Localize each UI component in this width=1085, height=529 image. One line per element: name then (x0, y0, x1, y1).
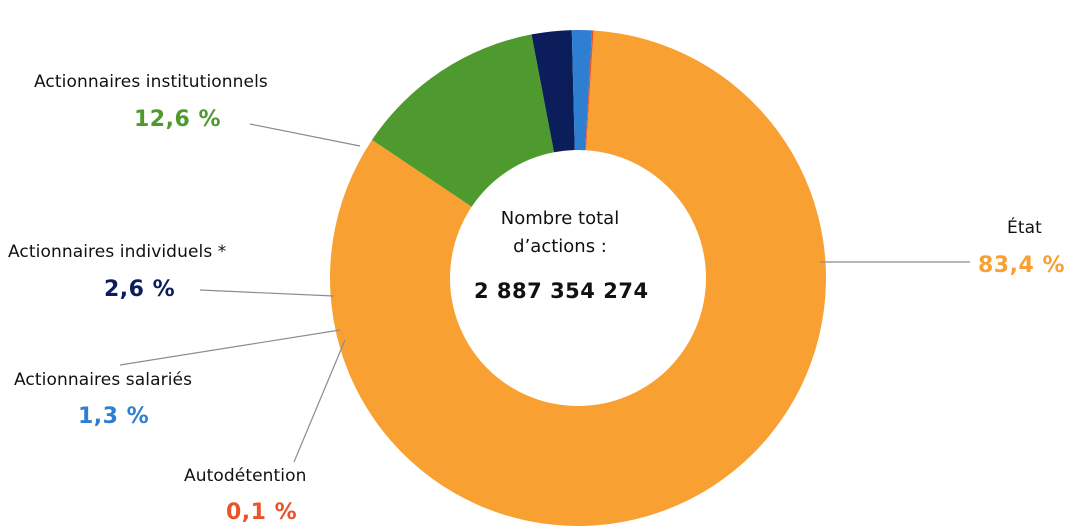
leader-individuels (199, 289, 335, 297)
donut-slices (329, 30, 826, 526)
slice-label-autodetention: Autodétention (184, 466, 307, 486)
slice-value-institutionnels: 12,6 % (134, 107, 221, 132)
slice-label-salaries: Actionnaires salariés (14, 370, 193, 390)
slice-etat (329, 30, 826, 526)
slice-autodetention (585, 30, 594, 151)
slice-individuels (531, 30, 575, 153)
slice-value-etat: 83,4 % (978, 253, 1065, 278)
slice-value-autodetention: 0,1 % (226, 500, 298, 525)
leader-lines (119, 123, 970, 463)
slice-institutionnels (372, 34, 555, 207)
leader-autodetention (293, 339, 346, 463)
leader-salaries (119, 329, 341, 366)
slice-value-salaries: 1,3 % (78, 404, 150, 429)
center-label-line1: Nombre total (500, 208, 620, 229)
leader-institutionnels (249, 123, 361, 147)
slice-label-etat: État (1007, 218, 1042, 238)
center-total-value: 2 887 354 274 (474, 279, 649, 303)
slice-salaries (571, 30, 593, 151)
slice-value-individuels: 2,6 % (104, 277, 176, 302)
slice-label-institutionnels: Actionnaires institutionnels (34, 72, 268, 92)
center-label-line2: d’actions : (513, 236, 607, 257)
slice-label-individuels: Actionnaires individuels * (8, 242, 227, 262)
